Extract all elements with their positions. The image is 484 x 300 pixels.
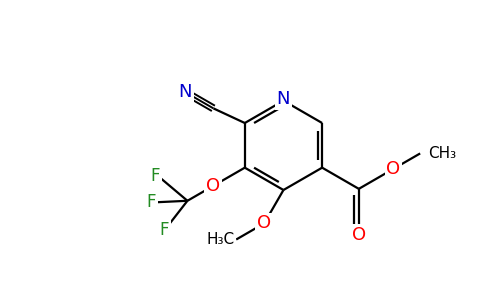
Text: F: F xyxy=(147,193,156,211)
Text: O: O xyxy=(257,214,272,232)
Text: O: O xyxy=(206,177,220,195)
Text: CH₃: CH₃ xyxy=(428,146,456,161)
Text: O: O xyxy=(386,160,401,178)
Text: N: N xyxy=(277,90,290,108)
Text: F: F xyxy=(151,167,160,185)
Text: H₃C: H₃C xyxy=(207,232,235,247)
Text: N: N xyxy=(179,83,192,101)
Text: F: F xyxy=(160,221,169,239)
Text: O: O xyxy=(352,226,366,244)
